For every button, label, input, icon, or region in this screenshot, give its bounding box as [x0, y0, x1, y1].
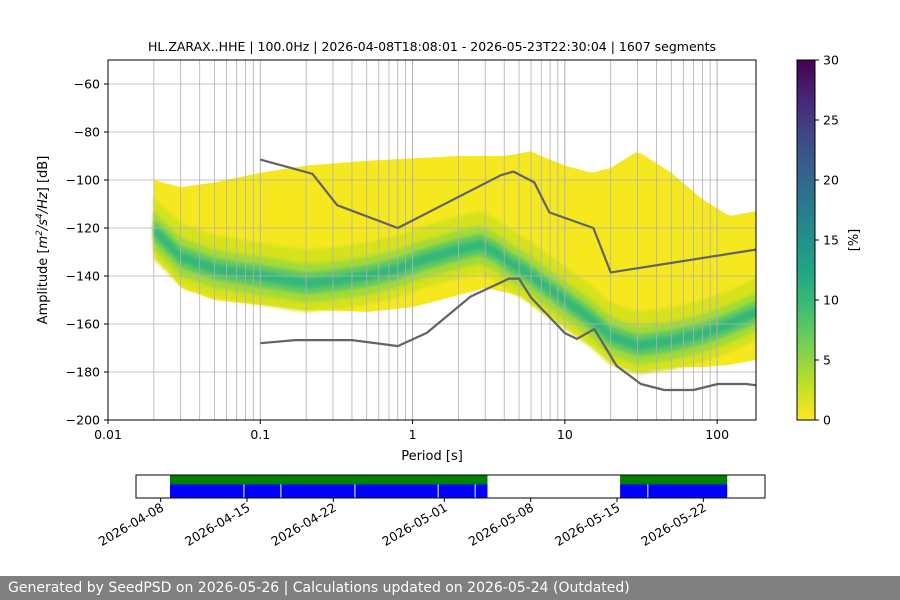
noise-model-high-curve	[260, 158, 756, 274]
timeline-tick-label: 2026-05-01	[379, 500, 449, 549]
timeline-tick-label: 2026-04-22	[268, 500, 338, 549]
footer-status-bar: Generated by SeedPSD on 2026-05-26 | Cal…	[0, 576, 900, 600]
colorbar-tick-label: 0	[823, 413, 831, 428]
y-tick-label: −60	[74, 77, 100, 92]
grid-lines	[108, 60, 756, 420]
chart-title: HL.ZARAX..HHE | 100.0Hz | 2026-04-08T18:…	[148, 39, 716, 54]
coverage-bar-bottom	[620, 484, 728, 498]
x-tick-label: 0.01	[94, 427, 122, 442]
psd-plot-area	[108, 60, 756, 420]
colorbar-tick-label: 30	[823, 53, 839, 68]
timeline-tick-label: 2026-05-22	[638, 500, 708, 549]
x-tick-label: 0.1	[250, 427, 270, 442]
y-tick-label: −140	[66, 269, 100, 284]
colorbar-tick-label: 5	[823, 353, 831, 368]
coverage-bar-top	[620, 475, 728, 485]
psd-heatmap	[153, 151, 756, 374]
y-axis-label: Amplitude [m2/s4/Hz] [dB]	[35, 156, 51, 325]
y-axis: −200 −180 −160 −140 −120 −100 −80 −60	[66, 77, 108, 428]
y-tick-label: −180	[66, 365, 100, 380]
colorbar-tick-label: 25	[823, 113, 839, 128]
psd-band-mode	[153, 225, 756, 350]
coverage-bar-bottom	[169, 484, 488, 498]
colorbar: 0 5 10 15 20 25 30 [%]	[796, 53, 862, 428]
colorbar-tick-label: 15	[823, 233, 839, 248]
noise-model-low-curve	[260, 277, 756, 392]
colorbar-tick-label: 20	[823, 173, 839, 188]
psd-band-core	[153, 219, 756, 356]
colorbar-label: [%]	[847, 229, 862, 252]
x-tick-label: 100	[705, 427, 729, 442]
timeline-tick-label: 2026-05-15	[552, 500, 622, 549]
y-tick-label: −100	[66, 173, 100, 188]
timeline-tick-label: 2026-05-08	[466, 500, 536, 549]
y-tick-label: −80	[74, 125, 100, 140]
coverage-bars	[169, 475, 728, 498]
colorbar-tick-label: 10	[823, 293, 839, 308]
x-axis-label: Period [s]	[401, 449, 463, 464]
y-tick-label: −160	[66, 317, 100, 332]
data-coverage-timeline: 2026-04-08 2026-04-15 2026-04-22 2026-05-01…	[96, 474, 766, 549]
x-axis: 0.01 0.1 1 10 100	[94, 420, 729, 442]
plot-frame	[107, 59, 757, 421]
figure: HL.ZARAX..HHE | 100.0Hz | 2026-04-08T18:…	[35, 39, 862, 549]
y-tick-label: −120	[66, 221, 100, 236]
colorbar-ticks: 0 5 10 15 20 25 30	[815, 53, 839, 428]
timeline-tick-label: 2026-04-15	[182, 500, 252, 549]
x-tick-label: 10	[557, 427, 573, 442]
y-tick-label: −200	[66, 413, 100, 428]
colorbar-gradient	[796, 59, 816, 421]
timeline-tick-label: 2026-04-08	[96, 500, 166, 549]
x-tick-label: 1	[409, 427, 417, 442]
timeline-ticks: 2026-04-08 2026-04-15 2026-04-22 2026-05-01…	[96, 498, 709, 549]
coverage-bar-top	[169, 475, 488, 485]
noise-models	[260, 158, 756, 392]
